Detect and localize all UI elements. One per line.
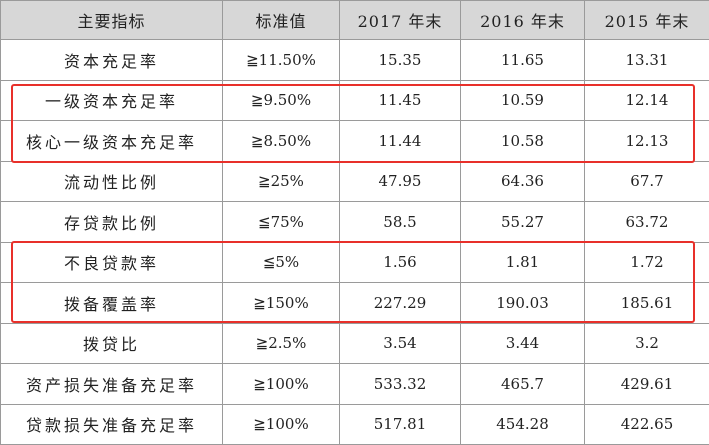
row-standard: ≧9.50%: [222, 79, 340, 121]
table-row: 核心一级资本充足率 ≧8.50% 11.44 10.58 12.13: [0, 120, 709, 162]
table-row: 贷款损失准备充足率 ≧100% 517.81 454.28 422.65: [0, 403, 709, 445]
row-value-2017: 15.35: [339, 39, 461, 81]
header-2017: 2017 年末: [339, 0, 461, 40]
row-standard: ≧8.50%: [222, 120, 340, 162]
row-value-2017: 533.32: [339, 363, 461, 405]
row-value-2017: 1.56: [339, 241, 461, 283]
row-value-2017: 11.45: [339, 79, 461, 121]
row-name: 流动性比例: [0, 160, 223, 202]
row-value-2016: 190.03: [460, 282, 585, 324]
row-value-2016: 11.65: [460, 39, 585, 81]
row-standard: ≦5%: [222, 241, 340, 283]
row-value-2015: 63.72: [584, 201, 709, 243]
header-standard: 标准值: [222, 0, 340, 40]
row-value-2015: 12.14: [584, 79, 709, 121]
row-value-2015: 185.61: [584, 282, 709, 324]
row-value-2017: 58.5: [339, 201, 461, 243]
row-standard: ≧100%: [222, 363, 340, 405]
header-indicator: 主要指标: [0, 0, 223, 40]
header-2016: 2016 年末: [460, 0, 585, 40]
row-name: 不良贷款率: [0, 241, 223, 283]
row-standard: ≧2.5%: [222, 322, 340, 364]
row-value-2017: 3.54: [339, 322, 461, 364]
row-name: 拨备覆盖率: [0, 282, 223, 324]
table-header-row: 主要指标 标准值 2017 年末 2016 年末 2015 年末: [0, 0, 709, 40]
row-value-2017: 11.44: [339, 120, 461, 162]
row-standard: ≧150%: [222, 282, 340, 324]
row-name: 资本充足率: [0, 39, 223, 81]
row-value-2015: 13.31: [584, 39, 709, 81]
row-value-2015: 3.2: [584, 322, 709, 364]
row-name: 存贷款比例: [0, 201, 223, 243]
row-name: 拨贷比: [0, 322, 223, 364]
row-value-2017: 227.29: [339, 282, 461, 324]
table-row: 流动性比例 ≧25% 47.95 64.36 67.7: [0, 160, 709, 202]
header-2015: 2015 年末: [584, 0, 709, 40]
row-value-2017: 517.81: [339, 403, 461, 445]
row-value-2015: 1.72: [584, 241, 709, 283]
row-value-2016: 10.58: [460, 120, 585, 162]
row-name: 资产损失准备充足率: [0, 363, 223, 405]
row-value-2016: 64.36: [460, 160, 585, 202]
table-row: 不良贷款率 ≦5% 1.56 1.81 1.72: [0, 241, 709, 283]
row-name: 核心一级资本充足率: [0, 120, 223, 162]
row-standard: ≧100%: [222, 403, 340, 445]
row-name: 一级资本充足率: [0, 79, 223, 121]
row-value-2015: 422.65: [584, 403, 709, 445]
row-value-2015: 12.13: [584, 120, 709, 162]
row-standard: ≦75%: [222, 201, 340, 243]
row-value-2017: 47.95: [339, 160, 461, 202]
row-value-2016: 1.81: [460, 241, 585, 283]
row-standard: ≧25%: [222, 160, 340, 202]
row-value-2016: 465.7: [460, 363, 585, 405]
row-name: 贷款损失准备充足率: [0, 403, 223, 445]
row-value-2016: 3.44: [460, 322, 585, 364]
row-value-2016: 10.59: [460, 79, 585, 121]
table-row: 拨贷比 ≧2.5% 3.54 3.44 3.2: [0, 322, 709, 364]
table-row: 资本充足率 ≧11.50% 15.35 11.65 13.31: [0, 39, 709, 81]
row-value-2015: 67.7: [584, 160, 709, 202]
table-row: 拨备覆盖率 ≧150% 227.29 190.03 185.61: [0, 282, 709, 324]
table-row: 存贷款比例 ≦75% 58.5 55.27 63.72: [0, 201, 709, 243]
table-row: 一级资本充足率 ≧9.50% 11.45 10.59 12.14: [0, 79, 709, 121]
table-row: 资产损失准备充足率 ≧100% 533.32 465.7 429.61: [0, 363, 709, 405]
row-value-2015: 429.61: [584, 363, 709, 405]
row-standard: ≧11.50%: [222, 39, 340, 81]
row-value-2016: 55.27: [460, 201, 585, 243]
row-value-2016: 454.28: [460, 403, 585, 445]
